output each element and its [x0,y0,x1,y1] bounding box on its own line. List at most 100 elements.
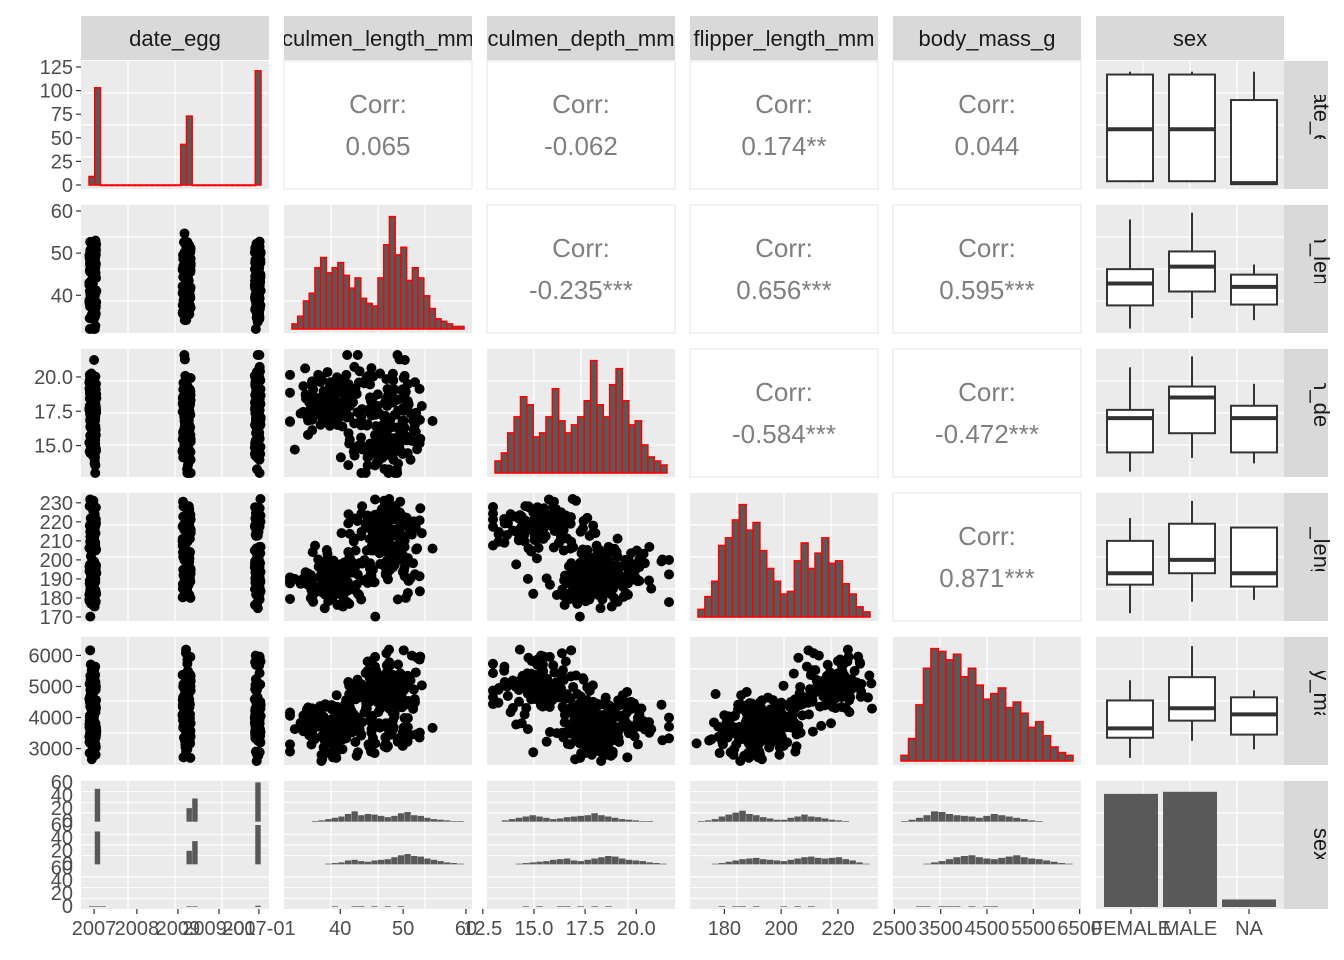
histogram-bar [308,292,316,330]
histogram-bar [151,184,159,187]
histogram-bar [752,521,761,618]
scatter-point [405,573,416,584]
scatter-point [397,566,408,577]
sex-count-bar [1104,793,1158,907]
scatter-point [842,644,853,655]
facet-bar [759,859,767,865]
histogram-bar [937,650,947,762]
facet-bar [424,817,431,822]
scatter-point [526,656,537,667]
scatter-point [623,697,634,708]
facet-bar [556,906,564,907]
scatter-point [85,645,96,656]
scatter-point [549,667,560,678]
histogram-bar [745,529,754,618]
scatter-point [846,674,857,685]
scatter-point [529,694,540,705]
scatter-point [401,431,412,442]
scatter-point [179,264,190,275]
histogram-bar [570,424,579,474]
histogram-bar [291,323,299,330]
scatter-point [392,699,403,710]
scatter-point [380,546,391,557]
facet-bar [653,863,660,865]
facet-bar [192,798,198,822]
scatter-point [343,428,354,439]
scatter-point [399,355,410,366]
scatter-point [664,721,674,732]
y-tick-label: 60 [51,857,73,879]
scatter-point [85,263,96,274]
scatter-point [516,718,527,729]
boxplot-box [1106,268,1154,307]
facet-bar [646,862,653,865]
correlation-label: Corr: [349,89,407,119]
scatter-point [366,727,377,738]
facet-bar [998,857,1006,865]
scatter-point [867,703,877,714]
facet-bar [450,863,458,865]
scatter-point [379,412,390,423]
scatter-point [371,523,382,534]
scatter-point [556,648,567,659]
facet-bar [739,906,746,907]
facet-bar [698,821,705,822]
y-tick-label: 190 [40,569,73,591]
facet-bar [842,821,850,822]
scatter-point [381,393,392,404]
histogram-bar [225,184,234,187]
facet-bar [371,860,378,865]
histogram-bar [834,560,844,618]
histogram-bar [640,444,649,474]
facet-bar [556,818,564,822]
scatter-point [560,510,571,521]
row-strip-label: flipper_length_mm [1309,467,1334,648]
panel-background [892,348,1082,478]
histogram-bar [111,184,119,187]
histogram-bar [382,243,391,330]
scatter-point [178,571,189,582]
y-tick-label: 40 [51,785,73,807]
scatter-point [254,503,265,514]
facet-bar [529,815,536,822]
scatter-point [89,449,100,460]
scatter-point [306,584,317,595]
facet-bar [938,861,946,865]
facet-bar [821,858,829,865]
facet-bar [397,813,405,822]
facet-bar [318,820,325,822]
scatter-point [375,531,386,542]
facet-bar [618,858,626,865]
column-strip [1096,16,1284,60]
facet-bar [437,819,444,822]
scatter-point [252,553,263,564]
scatter-point [635,715,646,726]
scatter-point [499,665,510,676]
scatter-point [493,683,504,694]
histogram-bar [704,595,713,618]
scatter-point [392,468,403,478]
facet-bar [632,820,640,822]
scatter-point [502,690,513,701]
histogram-bar [400,246,408,330]
y-tick-label: 200 [40,550,73,572]
column-strip-label: flipper_length_mm [694,26,875,51]
facet-bar [808,906,815,907]
scatter-point [397,384,408,395]
scatter-point [303,429,314,440]
scatter-point [329,735,340,746]
histogram-bar [185,115,193,186]
correlation-label: Corr: [958,233,1016,263]
y-tick-label: 40 [51,828,73,850]
boxplot-box [1230,99,1278,186]
scatter-point [557,520,568,531]
facet-bar [397,906,405,907]
scatter-point [731,739,742,750]
scatter-point [691,738,702,749]
histogram-bar [982,698,992,762]
facet-bar [975,817,983,822]
histogram-bar [922,667,932,762]
histogram-bar [960,675,970,762]
scatter-point [493,527,504,538]
scatter-point [620,716,631,727]
